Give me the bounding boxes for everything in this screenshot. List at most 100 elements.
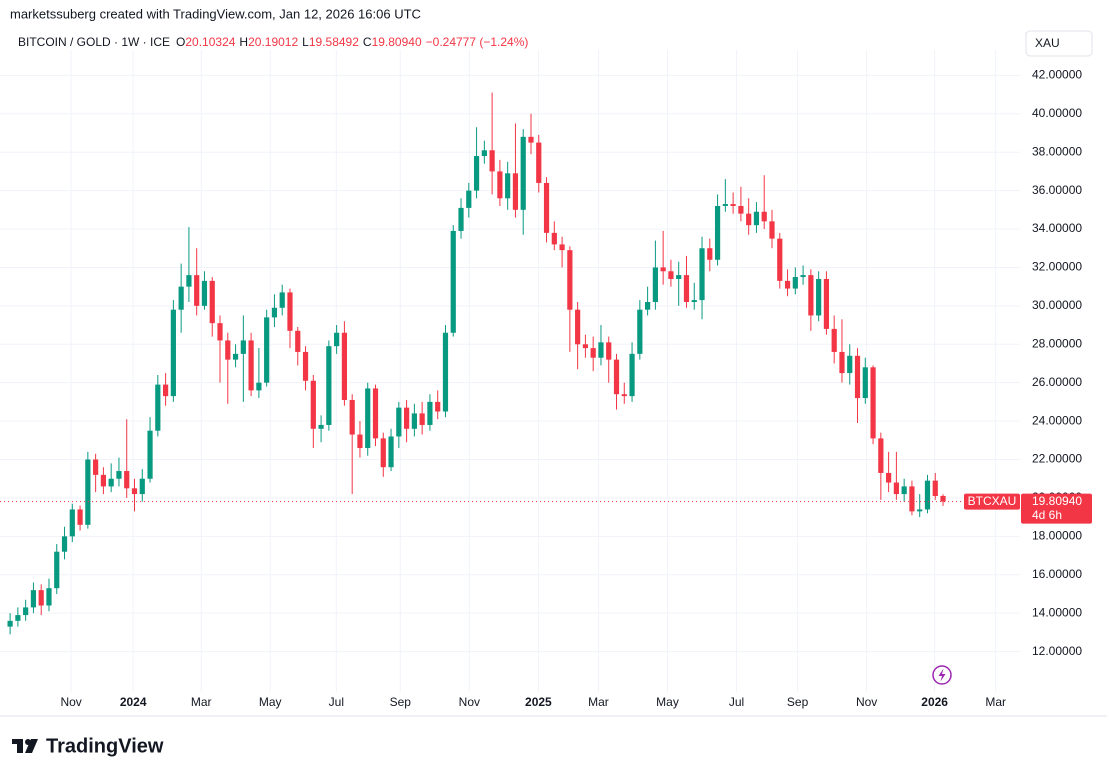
candle-body [784,280,791,289]
candle-body [256,382,262,391]
candle-body [77,509,83,525]
candle-body [536,142,542,183]
currency-box[interactable] [1025,30,1093,57]
candle-body [932,480,938,497]
candle-body [396,407,402,437]
candle-body [264,317,270,383]
event-bolt[interactable] [938,668,946,682]
brand-logo: TradingView [12,735,164,757]
x-tick-label: Nov [459,695,480,709]
x-tick-label: Sep [390,695,412,709]
logo-slash [25,739,38,753]
candle-body [878,438,884,473]
change: −0.24777 (−1.24%) [426,35,529,49]
candle-body [660,267,666,272]
y-tick-label: 18.00000 [1032,529,1082,543]
candle-body [225,340,231,360]
y-tick-label: 24.00000 [1032,413,1082,427]
candle-body [232,353,239,360]
x-tick-label: 2024 [120,695,147,709]
candle-body [497,171,503,199]
y-tick-label: 34.00000 [1032,221,1082,235]
x-tick-label: 2025 [525,695,552,709]
x-tick-label: May [259,695,282,709]
candle-body [668,271,674,279]
candle-body [201,280,208,306]
candle-body [870,367,876,439]
candle-body [489,150,495,172]
candle-body [46,588,52,606]
close-value: 19.80940 [372,35,422,49]
candle-body [30,590,37,608]
candle-body [411,413,417,429]
candle-body [746,213,752,226]
candle-body [792,277,798,289]
candle-body [15,615,21,621]
candle-body [652,267,658,303]
candle-body [341,332,348,400]
candle-body [427,401,433,425]
candle-body [606,342,612,360]
low-value: 19.58492 [309,35,359,49]
candle-body [575,309,581,345]
candle-body [901,486,907,495]
y-tick-label: 12.00000 [1032,644,1082,658]
candle-body [271,307,278,318]
candle-body [442,332,449,412]
candle-body [808,275,814,316]
candle-body [7,620,13,627]
candle-body [800,275,806,278]
open-value: 20.10324 [185,35,235,49]
y-tick-label: 16.00000 [1032,567,1082,581]
candle-body [512,173,519,210]
y-tick-label: 28.00000 [1032,336,1082,350]
candle-body [162,384,169,397]
candle-body [357,434,363,448]
currency[interactable]: XAU [1035,36,1060,50]
candle-body [816,278,822,316]
candle-body [310,380,316,429]
candle-body [334,332,340,347]
candle-body [295,330,301,352]
candle-body [862,367,868,399]
y-tick-label: 40.00000 [1032,106,1082,120]
grid: 12.0000014.0000016.0000018.0000020.00000… [0,50,1082,709]
candle-body [730,204,736,206]
y-tick-label: 14.00000 [1032,605,1082,619]
candle-body [372,388,379,439]
candle-body [714,205,721,260]
candle-body [155,384,161,431]
brand: TradingView [46,735,164,757]
candle-body [590,348,596,358]
candles [7,92,946,635]
candle-body [886,472,892,483]
candle-body [481,150,487,157]
y-tick-label: 22.00000 [1032,452,1082,466]
logo-stem [17,739,23,753]
symbol-tag-label: BTCXAU [968,494,1017,508]
candle-body [139,478,145,495]
candle-body [100,474,106,487]
candle-body [93,459,99,475]
candle-body [924,480,931,510]
candle-body [209,280,215,324]
candle-body [349,399,355,435]
candle-body [287,292,293,331]
candle-body [466,190,472,208]
candle-body [458,207,464,231]
x-tick-label: Jul [329,695,344,709]
candle-body [194,275,200,306]
events-icon[interactable] [932,665,952,685]
x-tick-label: Nov [856,695,877,709]
x-tick-label: 2026 [921,695,948,709]
y-tick-label: 42.00000 [1032,68,1082,82]
price-tag-countdown: 4d 6h [1032,508,1062,522]
high-label: H [239,35,248,49]
candle-body [893,482,899,495]
candle-body [116,471,122,479]
candle-body [279,292,285,308]
candle-body [699,248,705,301]
price-tag [1021,493,1092,524]
